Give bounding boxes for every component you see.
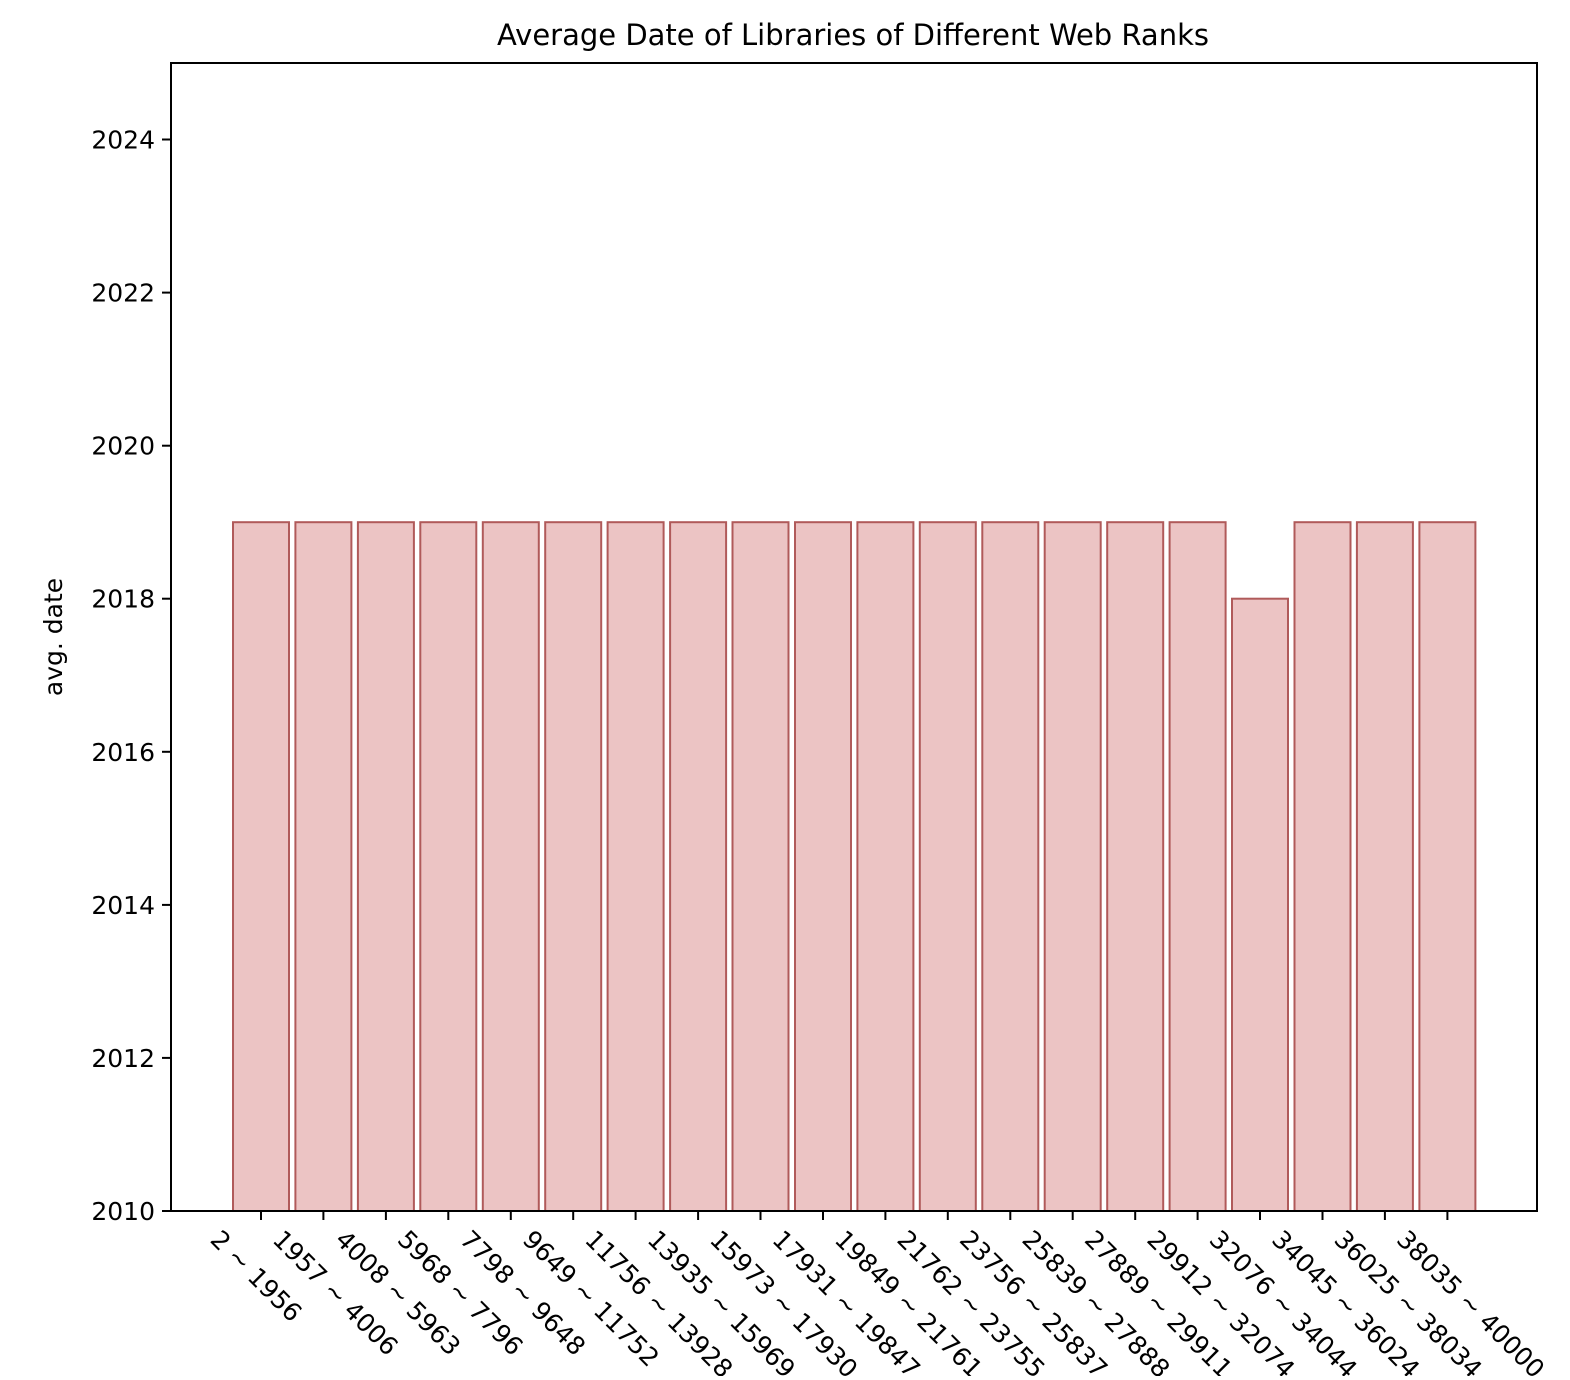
y-tick-label-2: 2014 — [91, 891, 155, 920]
y-tick-label-4: 2018 — [91, 585, 155, 614]
bar-18 — [1355, 521, 1414, 1212]
bar-7 — [669, 521, 728, 1212]
bar-16 — [1231, 597, 1289, 1212]
bar-2 — [356, 521, 415, 1212]
bar-5 — [544, 521, 603, 1212]
y-tick-label-5: 2020 — [91, 432, 155, 461]
bar-9 — [794, 521, 852, 1212]
bar-10 — [856, 521, 915, 1212]
y-tick-label-0: 2010 — [91, 1197, 155, 1226]
y-tick-label-7: 2024 — [91, 126, 155, 155]
bar-11 — [918, 521, 977, 1212]
bar-0 — [232, 521, 290, 1212]
y-axis-label: avg. date — [39, 578, 68, 696]
bar-6 — [606, 521, 665, 1212]
y-tick-label-1: 2012 — [91, 1044, 155, 1073]
chart-title: Average Date of Libraries of Different W… — [497, 18, 1209, 52]
bar-1 — [294, 521, 353, 1212]
y-axis-ticks: 2010 2012 2014 2016 2018 2020 2022 2024 — [91, 126, 171, 1226]
plot-frame — [170, 62, 1538, 1212]
bar-15 — [1168, 521, 1227, 1212]
y-tick-label-3: 2016 — [91, 738, 155, 767]
y-tick-label-6: 2022 — [91, 279, 155, 308]
bar-8 — [731, 521, 790, 1212]
bars-group — [232, 521, 1477, 1212]
bar-19 — [1418, 521, 1477, 1212]
bar-3 — [419, 521, 478, 1212]
bar-13 — [1043, 521, 1102, 1212]
bar-4 — [481, 521, 540, 1212]
bar-14 — [1106, 521, 1165, 1212]
bar-17 — [1293, 521, 1352, 1212]
bar-12 — [981, 521, 1040, 1212]
